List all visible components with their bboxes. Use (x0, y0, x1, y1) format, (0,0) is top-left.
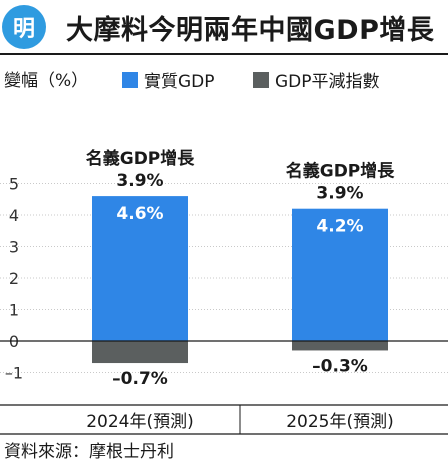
y-tick-label-6: –1 (5, 364, 23, 383)
data-label-real-gdp-0: 4.6% (116, 204, 163, 224)
legend-label-real-gdp: 實質GDP (144, 72, 215, 92)
ming-pao-logo: 明 (2, 5, 46, 49)
y-tick-label-4: 1 (9, 301, 19, 320)
bar-gdp-deflator-0 (92, 341, 188, 364)
logo-text: 明 (12, 16, 35, 42)
legend-label-gdp-deflator: GDP平減指數 (275, 72, 380, 92)
x-category-label-1: 2025年(預測) (286, 412, 394, 432)
chart-header: 明 大摩料今明兩年中國GDP增長 (0, 0, 448, 50)
y-tick-label-2: 3 (9, 238, 19, 257)
data-label-gdp-deflator-0: –0.7% (112, 369, 168, 389)
data-label-real-gdp-1: 4.2% (316, 217, 363, 237)
bar-real-gdp-0 (92, 196, 188, 341)
chart-title: 大摩料今明兩年中國GDP增長 (66, 15, 435, 46)
data-label-gdp-deflator-1: –0.3% (312, 356, 368, 376)
title-divider (0, 53, 448, 55)
legend-swatch-gdp-deflator (253, 71, 269, 88)
bar-real-gdp-1 (292, 208, 388, 341)
annotation-nominal-gdp-value-0: 3.9% (116, 171, 163, 191)
legend-item-real-gdp: 實質GDP (122, 67, 215, 92)
x-category-label-0: 2024年(預測) (86, 412, 194, 432)
data-source: 資料來源：摩根士丹利 (4, 442, 174, 462)
y-tick-label-3: 2 (9, 269, 19, 288)
y-axis-unit-label: 變幅（%） (4, 71, 89, 91)
y-tick-label-1: 4 (9, 206, 19, 225)
annotation-nominal-gdp-value-1: 3.9% (316, 184, 363, 204)
annotation-nominal-gdp-title-0: 名義GDP增長 (86, 148, 196, 169)
legend-item-gdp-deflator: GDP平減指數 (253, 67, 380, 92)
y-tick-label-0: 5 (9, 175, 19, 194)
legend-swatch-real-gdp (122, 71, 138, 88)
annotation-nominal-gdp-title-1: 名義GDP增長 (286, 161, 396, 182)
bar-gdp-deflator-1 (292, 341, 388, 351)
